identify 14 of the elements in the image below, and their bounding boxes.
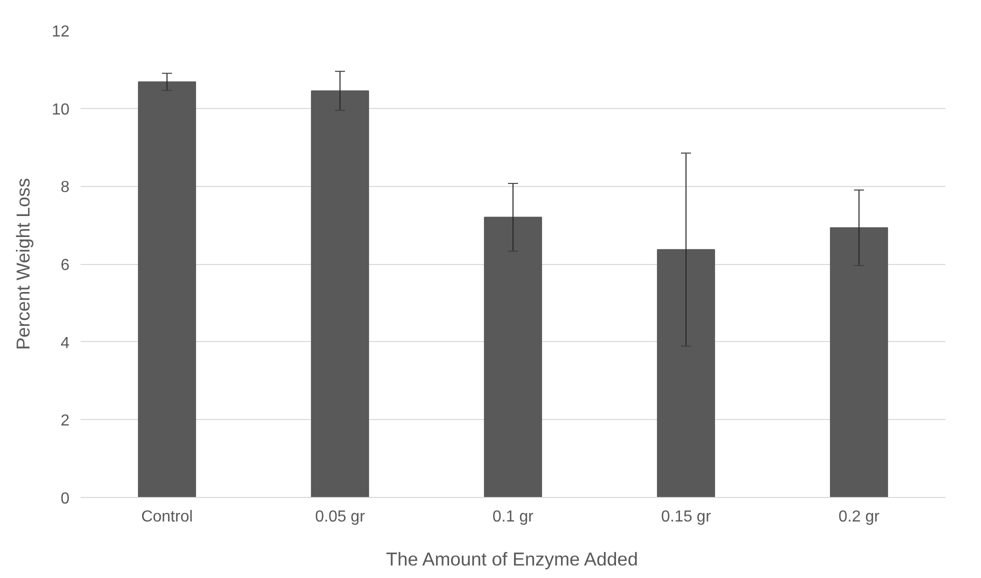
- y-tick-label: 2: [60, 412, 70, 430]
- x-tick-label: 0.1 gr: [492, 508, 534, 526]
- x-tick-label: Control: [141, 508, 193, 526]
- y-tick-label: 8: [60, 179, 70, 196]
- y-tick-label: 6: [60, 257, 70, 274]
- x-axis-title: The Amount of Enzyme Added: [386, 548, 638, 570]
- y-tick-label: 12: [52, 24, 70, 40]
- x-tick-label: 0.05 gr: [315, 508, 366, 526]
- y-axis-title: Percent Weight Loss: [12, 178, 34, 350]
- y-tick-label: 0: [60, 490, 70, 508]
- y-tick-label: 10: [52, 101, 70, 118]
- x-tick-label: 0.2 gr: [838, 508, 880, 526]
- y-tick-label: 4: [60, 334, 70, 352]
- x-tick-label: 0.15 gr: [661, 508, 712, 526]
